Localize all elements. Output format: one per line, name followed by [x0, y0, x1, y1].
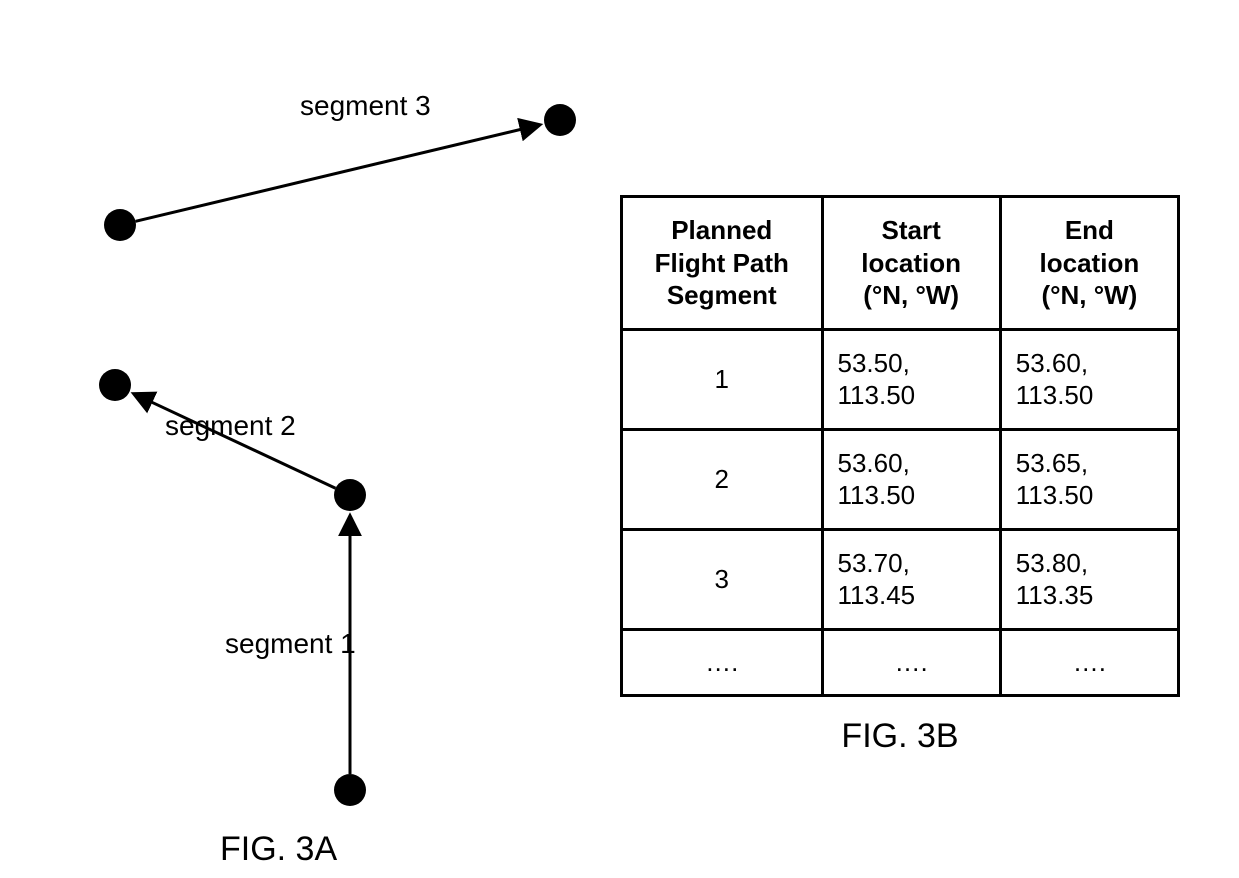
table-row: 353.70,113.4553.80,113.35: [622, 529, 1179, 629]
segment-cell: 2: [622, 429, 823, 529]
diagram-svg: [60, 40, 580, 840]
segment-cell: 3: [622, 529, 823, 629]
coord-cell: 53.65,113.50: [1000, 429, 1178, 529]
segment-label: segment 3: [300, 90, 431, 122]
waypoint-node: [104, 209, 136, 241]
ellipsis-cell: ….: [1000, 629, 1178, 695]
coord-cell: 53.80,113.35: [1000, 529, 1178, 629]
segment-label: segment 1: [225, 628, 356, 660]
segment-cell: 1: [622, 329, 823, 429]
page: segment 1 segment 2 segment 3 FIG. 3A Plan…: [0, 0, 1239, 878]
flight-path-table: Planned Flight Path Segment Start locati…: [620, 195, 1180, 697]
segment-arrow: [136, 125, 539, 221]
coord-cell: 53.50,113.50: [822, 329, 1000, 429]
waypoint-node: [334, 774, 366, 806]
table-header-row: Planned Flight Path Segment Start locati…: [622, 197, 1179, 330]
waypoint-node: [334, 479, 366, 511]
flight-path-table-area: Planned Flight Path Segment Start locati…: [620, 195, 1180, 756]
coord-cell: 53.70,113.45: [822, 529, 1000, 629]
ellipsis-cell: ….: [822, 629, 1000, 695]
figure-3a-caption: FIG. 3A: [220, 830, 337, 869]
table-row: 153.50,113.5053.60,113.50: [622, 329, 1179, 429]
table-row-ellipsis: ….….….: [622, 629, 1179, 695]
segment-label: segment 2: [165, 410, 296, 442]
segments-diagram: segment 1segment 2segment 3 FIG. 3A: [60, 40, 580, 840]
col-header-start: Start location (°N, °W): [822, 197, 1000, 330]
waypoint-node: [99, 369, 131, 401]
col-header-segment: Planned Flight Path Segment: [622, 197, 823, 330]
ellipsis-cell: ….: [622, 629, 823, 695]
waypoint-node: [544, 104, 576, 136]
figure-3b-caption: FIG. 3B: [620, 717, 1180, 756]
coord-cell: 53.60,113.50: [1000, 329, 1178, 429]
col-header-end: End location (°N, °W): [1000, 197, 1178, 330]
table-row: 253.60,113.5053.65,113.50: [622, 429, 1179, 529]
coord-cell: 53.60,113.50: [822, 429, 1000, 529]
